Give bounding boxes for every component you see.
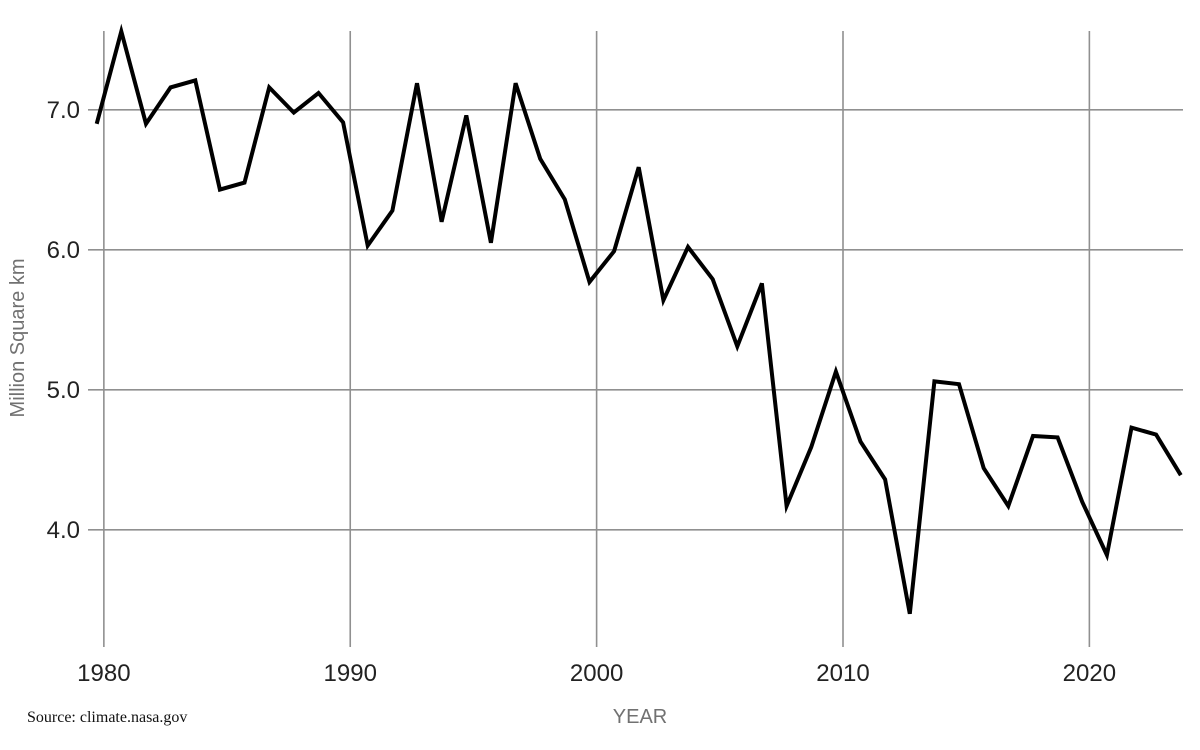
source-note: Source: climate.nasa.gov	[27, 709, 187, 726]
x-axis-tick-labels: 1980 1990 2000 2010 2020	[77, 660, 1116, 687]
x-tick-label-2020: 2020	[1063, 660, 1116, 687]
sea-ice-extent-line	[94, 23, 1183, 615]
x-tick-label-2000: 2000	[570, 660, 623, 687]
y-axis-tick-labels: 4.0 5.0 6.0 7.0	[47, 97, 80, 544]
y-tick-label-4.0: 4.0	[47, 517, 80, 544]
x-axis-title: YEAR	[613, 706, 667, 728]
x-tick-label-1990: 1990	[324, 660, 377, 687]
y-axis-title: Million Square km	[7, 259, 29, 418]
y-tick-label-6.0: 6.0	[47, 237, 80, 264]
y-tick-label-5.0: 5.0	[47, 377, 80, 404]
horizontal-gridlines	[88, 109, 1183, 531]
vertical-gridlines	[103, 31, 1091, 647]
x-tick-label-2010: 2010	[816, 660, 869, 687]
y-tick-label-7.0: 7.0	[47, 97, 80, 124]
x-tick-label-1980: 1980	[77, 660, 130, 687]
